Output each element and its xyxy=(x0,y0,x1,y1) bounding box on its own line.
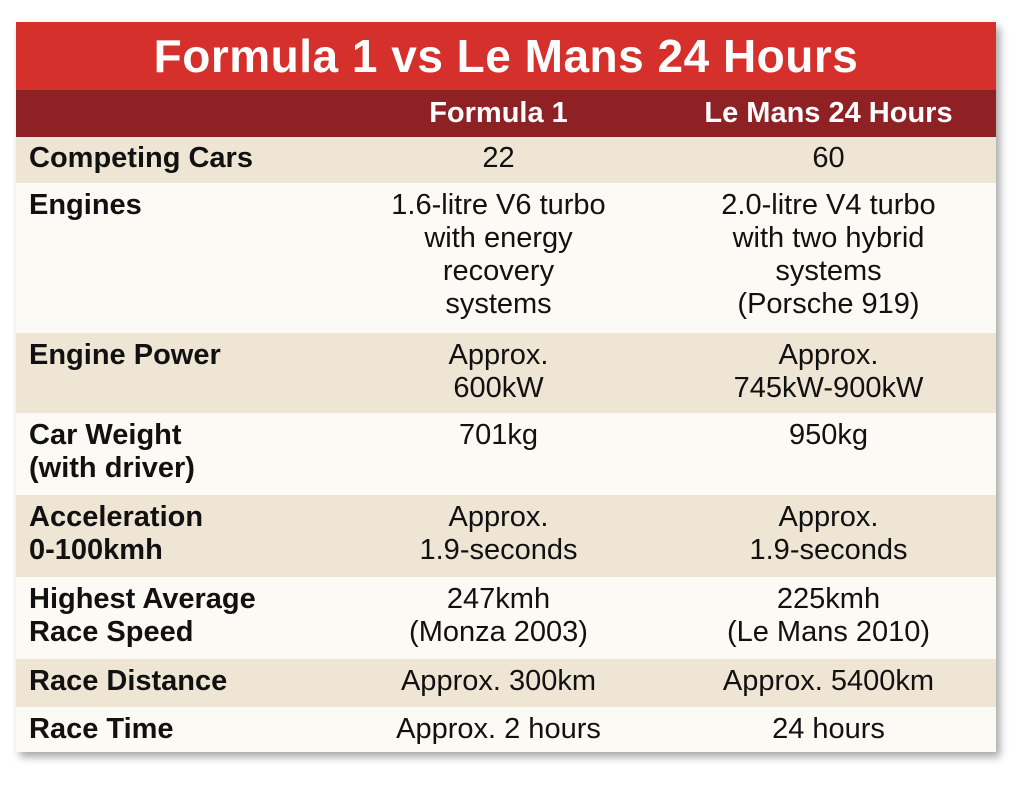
row-label: Race Distance xyxy=(29,665,228,697)
lemans-value: Approx. 745kW-900kW xyxy=(733,339,924,404)
row-label: Engine Power xyxy=(29,339,221,371)
lemans-value: Approx. 1.9-seconds xyxy=(749,501,908,566)
formula1-value: 701kg xyxy=(458,419,538,451)
formula1-value: 1.6-litre V6 turbo with energy recovery … xyxy=(391,189,606,320)
table-row: Race Distance Approx. 300km Approx. 5400… xyxy=(16,659,996,707)
row-label: Car Weight (with driver) xyxy=(29,419,195,484)
column-header-row: Formula 1 Le Mans 24 Hours xyxy=(16,90,996,137)
lemans-value: Approx. 5400km xyxy=(722,665,935,697)
table-row: Race Time Approx. 2 hours 24 hours xyxy=(16,707,996,752)
formula1-value: Approx. 600kW xyxy=(448,339,549,404)
lemans-value: 60 xyxy=(812,142,845,174)
table-title: Formula 1 vs Le Mans 24 Hours xyxy=(16,22,996,90)
lemans-value: 950kg xyxy=(788,419,868,451)
column-header-lemans: Le Mans 24 Hours xyxy=(704,97,953,129)
row-label: Race Time xyxy=(29,713,174,745)
row-label: Engines xyxy=(29,189,142,221)
column-header-empty xyxy=(16,90,336,137)
formula1-value: Approx. 2 hours xyxy=(396,713,601,745)
table-row: Highest Average Race Speed 247kmh (Monza… xyxy=(16,577,996,659)
table-row: Engine Power Approx. 600kW Approx. 745kW… xyxy=(16,333,996,413)
comparison-card: Formula 1 vs Le Mans 24 Hours Formula 1 … xyxy=(16,22,996,752)
table-row: Acceleration 0-100kmh Approx. 1.9-second… xyxy=(16,495,996,577)
row-label: Acceleration 0-100kmh xyxy=(29,501,204,566)
lemans-value: 225kmh (Le Mans 2010) xyxy=(726,583,931,648)
formula1-value: 22 xyxy=(482,142,515,174)
lemans-value: 24 hours xyxy=(772,713,885,745)
table-row: Engines 1.6-litre V6 turbo with energy r… xyxy=(16,183,996,333)
column-header-formula1: Formula 1 xyxy=(429,97,568,129)
row-label: Highest Average Race Speed xyxy=(29,583,256,648)
formula1-value: 247kmh (Monza 2003) xyxy=(409,583,588,648)
formula1-value: Approx. 1.9-seconds xyxy=(419,501,578,566)
table-row: Competing Cars 22 60 xyxy=(16,137,996,183)
formula1-value: Approx. 300km xyxy=(400,665,597,697)
table-row: Car Weight (with driver) 701kg 950kg xyxy=(16,413,996,495)
row-label: Competing Cars xyxy=(29,142,253,174)
lemans-value: 2.0-litre V4 turbo with two hybrid syste… xyxy=(721,189,936,320)
